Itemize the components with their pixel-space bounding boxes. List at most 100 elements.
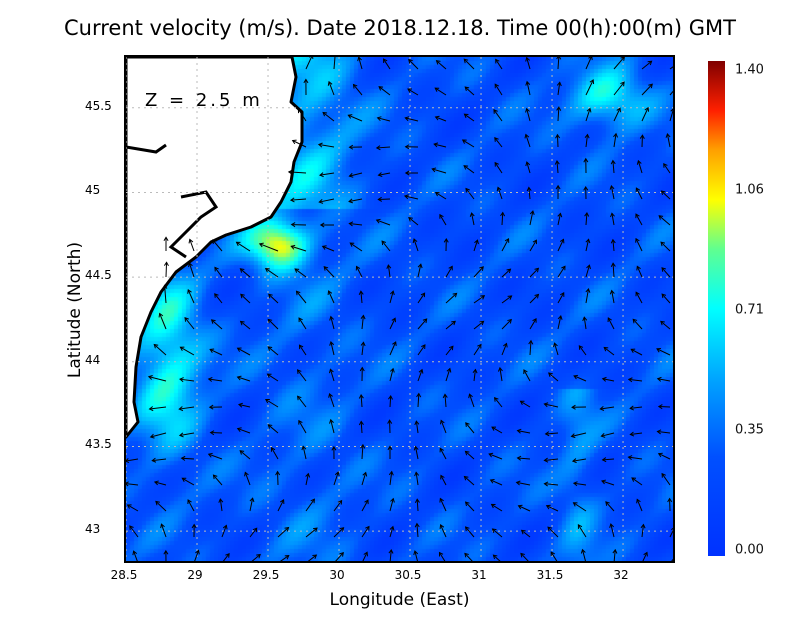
velocity-arrow — [361, 499, 369, 512]
velocity-arrowhead — [209, 430, 215, 436]
velocity-arrowhead — [599, 406, 605, 411]
velocity-arrowhead — [547, 526, 553, 532]
velocity-arrowhead — [493, 396, 499, 402]
y-tick-label: 43 — [85, 522, 101, 537]
velocity-arrow — [529, 267, 539, 278]
velocity-arrow — [528, 187, 531, 200]
velocity-arrow — [557, 107, 560, 122]
velocity-arrow — [305, 473, 309, 486]
velocity-arrowhead — [556, 57, 562, 60]
velocity-arrow — [501, 295, 512, 304]
velocity-arrowhead — [572, 502, 578, 507]
velocity-arrowhead — [556, 106, 562, 111]
velocity-arrow — [669, 66, 673, 70]
vector-overlay — [126, 57, 673, 561]
velocity-arrowhead — [163, 549, 169, 555]
velocity-arrowhead — [240, 293, 245, 299]
velocity-arrowhead — [582, 316, 588, 322]
velocity-arrow — [280, 555, 290, 561]
velocity-arrowhead — [126, 481, 129, 487]
velocity-arrowhead — [461, 139, 467, 144]
velocity-arrow — [440, 524, 447, 538]
velocity-arrow — [330, 419, 335, 434]
velocity-arrowhead — [524, 133, 530, 139]
velocity-arrow — [612, 239, 615, 252]
velocity-arrow — [237, 347, 251, 356]
velocity-arrow — [417, 292, 426, 304]
velocity-arrow — [265, 399, 279, 408]
velocity-arrow — [612, 160, 615, 174]
velocity-arrow — [550, 551, 558, 561]
velocity-arrowhead — [439, 524, 445, 529]
velocity-arrow — [335, 552, 344, 561]
velocity-arrowhead — [448, 345, 454, 351]
velocity-arrow — [323, 266, 335, 278]
velocity-arrowhead — [660, 190, 666, 195]
velocity-arrow — [488, 453, 503, 460]
velocity-arrow — [471, 212, 475, 226]
velocity-arrowhead — [222, 524, 228, 530]
y-axis-label: Latitude (North) — [65, 241, 85, 379]
velocity-arrowhead — [635, 187, 641, 193]
velocity-arrowhead — [491, 528, 497, 533]
velocity-arrow — [349, 223, 363, 226]
velocity-arrowhead — [376, 116, 382, 122]
velocity-arrowhead — [404, 170, 410, 176]
velocity-arrow — [361, 472, 367, 486]
velocity-arrow — [219, 498, 223, 512]
velocity-arrowhead — [507, 318, 512, 324]
velocity-arrowhead — [488, 452, 494, 458]
velocity-arrowhead — [439, 213, 444, 219]
velocity-arrow — [612, 263, 615, 278]
velocity-arrowhead — [290, 222, 296, 228]
velocity-arrowhead — [494, 161, 499, 167]
velocity-arrow — [408, 59, 419, 70]
velocity-arrow — [602, 378, 615, 382]
velocity-arrow — [628, 456, 643, 460]
velocity-arrow — [463, 165, 475, 174]
velocity-arrow — [387, 265, 391, 278]
velocity-arrow — [249, 527, 258, 538]
velocity-arrowhead — [520, 552, 525, 558]
velocity-arrowhead — [308, 57, 314, 60]
velocity-arrow — [637, 160, 643, 174]
velocity-arrow — [573, 482, 587, 486]
velocity-arrowhead — [660, 241, 666, 247]
velocity-arrowhead — [294, 268, 300, 273]
velocity-arrowhead — [291, 139, 297, 145]
velocity-arrowhead — [295, 290, 301, 296]
velocity-arrow — [469, 394, 475, 408]
velocity-arrow — [381, 240, 391, 252]
velocity-arrow — [636, 499, 643, 512]
velocity-arrow — [603, 347, 615, 356]
velocity-arrow — [671, 558, 673, 561]
velocity-arrowhead — [327, 290, 333, 296]
velocity-arrow — [291, 245, 307, 252]
velocity-arrowhead — [339, 551, 344, 557]
velocity-arrowhead — [408, 58, 413, 64]
velocity-arrowhead — [298, 317, 303, 323]
velocity-arrow — [636, 266, 643, 278]
velocity-arrowhead — [388, 470, 394, 476]
velocity-arrow — [288, 171, 307, 174]
velocity-arrow — [305, 57, 313, 70]
velocity-arrow — [557, 82, 561, 96]
velocity-arrow — [299, 344, 307, 356]
velocity-arrow — [635, 292, 643, 304]
velocity-arrowhead — [180, 455, 186, 461]
velocity-arrow — [333, 500, 343, 512]
velocity-arrow — [389, 498, 394, 512]
velocity-arrowhead — [358, 420, 364, 426]
velocity-arrow — [133, 550, 138, 561]
velocity-arrowhead — [661, 267, 666, 272]
velocity-arrowhead — [583, 185, 589, 191]
velocity-arrowhead — [312, 554, 318, 559]
velocity-arrowhead — [323, 266, 329, 271]
velocity-arrowhead — [266, 373, 272, 378]
velocity-arrow — [214, 267, 223, 278]
velocity-arrow — [669, 108, 673, 122]
velocity-arrowhead — [378, 86, 384, 91]
velocity-arrowhead — [389, 290, 395, 296]
velocity-arrow — [181, 457, 195, 460]
colorbar-tick-label: 1.06 — [735, 182, 764, 198]
